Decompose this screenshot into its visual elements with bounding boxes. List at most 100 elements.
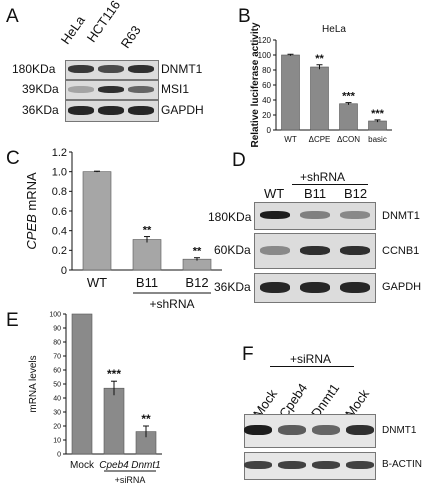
chart-b-sig-2: ***: [342, 91, 356, 103]
chart-e-ytick-label-8: 80: [53, 339, 61, 346]
chart-b-ytick-label-6: 120: [258, 36, 272, 45]
chart-c-ytick-label-0: 0: [61, 265, 67, 277]
group-line-d: [292, 184, 368, 185]
chart-b-sig-3: ***: [371, 108, 385, 120]
blot-a-band-1-2: [128, 85, 154, 93]
mw-label-d-0: 180KDa: [208, 210, 252, 224]
chart-e-ytick-label-0: 0: [57, 451, 61, 458]
chart-e-ytick-label-3: 30: [53, 409, 61, 416]
blot-f-band-0-0: [244, 425, 272, 435]
protein-label-a-1: MSI1: [161, 82, 190, 96]
chart-b-cat-label-3: basic: [368, 135, 387, 144]
blot-d-band-2-1: [300, 281, 330, 293]
chart-b-ytick-label-4: 80: [262, 66, 271, 75]
chart-e-ytick-label-5: 50: [53, 381, 61, 388]
chart-b-ylabel: Relative luciferase activity: [250, 22, 261, 148]
chart-c-ytick-label-4: 0.8: [52, 186, 67, 198]
chart-e-ytick-label-10: 100: [49, 311, 61, 318]
blot-f-band-0-3: [346, 425, 374, 435]
blot-d-band-1-0: [260, 245, 290, 255]
blot-a-band-2-1: [98, 105, 124, 115]
chart-e-cat-label-0: Mock: [70, 460, 95, 471]
blot-d-band-0-0: [260, 211, 290, 219]
mw-label-a-1: 39KDa: [22, 82, 59, 96]
protein-label-f-1: B-ACTIN: [382, 459, 422, 470]
blot-d-band-1-2: [340, 245, 370, 255]
blot-f-band-1-2: [312, 461, 340, 469]
blot-d-band-1-1: [300, 245, 330, 255]
chart-e-bar-1: [103, 387, 125, 455]
mw-label-d-1: 60KDa: [214, 243, 251, 257]
chart-c-ylabel: CPEB mRNA: [24, 172, 39, 250]
chart-c-cat-label-1: B11: [136, 275, 158, 290]
chart-c-ytick-label-1: 0.2: [52, 245, 67, 257]
chart-e-cat-label-2: Dnmt1: [131, 460, 160, 471]
chart-b-sig-1: **: [315, 53, 324, 65]
chart-b-ytick-label-3: 60: [262, 81, 271, 90]
protein-label-a-0: DNMT1: [161, 62, 203, 76]
chart-c-ytick-label-6: 1.2: [52, 147, 67, 159]
chart-e-sig-2: **: [141, 412, 151, 426]
mw-label-a-0: 180KDa: [12, 62, 56, 76]
chart-e-sig-1: ***: [107, 367, 121, 381]
lane-label-d-1: B11: [304, 186, 327, 201]
chart-b-title: HeLa: [322, 24, 346, 35]
chart-c-sig-1: **: [143, 225, 152, 237]
protein-label-d-2: GAPDH: [382, 281, 422, 293]
protein-label-f-0: DNMT1: [382, 425, 417, 436]
chart-b-ytick-label-5: 100: [258, 51, 272, 60]
group-label-f: +siRNA: [290, 352, 332, 366]
panel-label-a: A: [6, 6, 19, 27]
chart-c-bar-0: [82, 171, 112, 271]
chart-e-ytick-label-4: 40: [53, 395, 61, 402]
chart-c-group-label: +shRNA: [149, 297, 194, 311]
blot-d-band-2-0: [260, 281, 290, 293]
chart-b-cat-label-2: ΔCON: [337, 135, 360, 144]
chart-e-cat-label-1: Cpeb4: [99, 460, 129, 471]
chart-c-ytick-label-3: 0.6: [52, 206, 67, 218]
blot-a-band-2-0: [68, 105, 94, 115]
chart-c-cat-label-2: B12: [185, 275, 208, 290]
mw-label-a-2: 36KDa: [22, 103, 59, 117]
chart-b-cat-label-0: WT: [284, 135, 297, 144]
blot-a-band-2-2: [128, 105, 154, 115]
chart-c-bar-1: [132, 239, 162, 271]
chart-c-ytick-label-2: 0.4: [52, 226, 67, 238]
blot-f-band-1-0: [244, 461, 272, 469]
blot-a-band-0-0: [68, 65, 94, 73]
lane-label-d-0: WT: [264, 186, 285, 201]
blot-d-band-0-1: [300, 211, 330, 219]
panel-label-d: D: [232, 150, 246, 171]
group-label-d: +shRNA: [300, 170, 346, 184]
mw-label-d-2: 36KDa: [214, 280, 251, 294]
panel-label-e: E: [6, 310, 19, 331]
chart-b-cat-label-1: ΔCPE: [309, 135, 331, 144]
protein-label-d-0: DNMT1: [382, 210, 420, 222]
chart-e-ylabel: mRNA levels: [28, 355, 39, 412]
blot-f-band-1-3: [346, 461, 374, 469]
blot-d-band-2-2: [340, 281, 370, 293]
chart-e-ytick-label-9: 90: [53, 325, 61, 332]
protein-label-a-2: GAPDH: [161, 103, 204, 117]
blot-a-band-1-0: [68, 85, 94, 93]
protein-label-d-1: CCNB1: [382, 245, 420, 257]
chart-b-ytick-label-2: 40: [262, 96, 271, 105]
chart-c-sig-2: **: [193, 246, 202, 258]
chart-e-bar-0: [71, 313, 93, 455]
chart-c-cat-label-0: WT: [87, 275, 107, 290]
blot-a-band-0-1: [98, 65, 124, 73]
chart-c-ytick-label-5: 1.0: [52, 167, 67, 179]
panel-label-f: F: [242, 344, 254, 365]
blot-a-band-0-2: [128, 65, 154, 73]
panel-label-b: B: [238, 6, 251, 27]
blot-f-band-1-1: [278, 461, 306, 469]
chart-e-ytick-label-6: 60: [53, 367, 61, 374]
chart-b-ytick-label-0: 0: [267, 126, 272, 135]
chart-e-ytick-label-1: 10: [53, 437, 61, 444]
blot-a-band-1-1: [98, 85, 124, 93]
blot-f-band-0-2: [312, 425, 340, 435]
chart-e-ytick-label-2: 20: [53, 423, 61, 430]
